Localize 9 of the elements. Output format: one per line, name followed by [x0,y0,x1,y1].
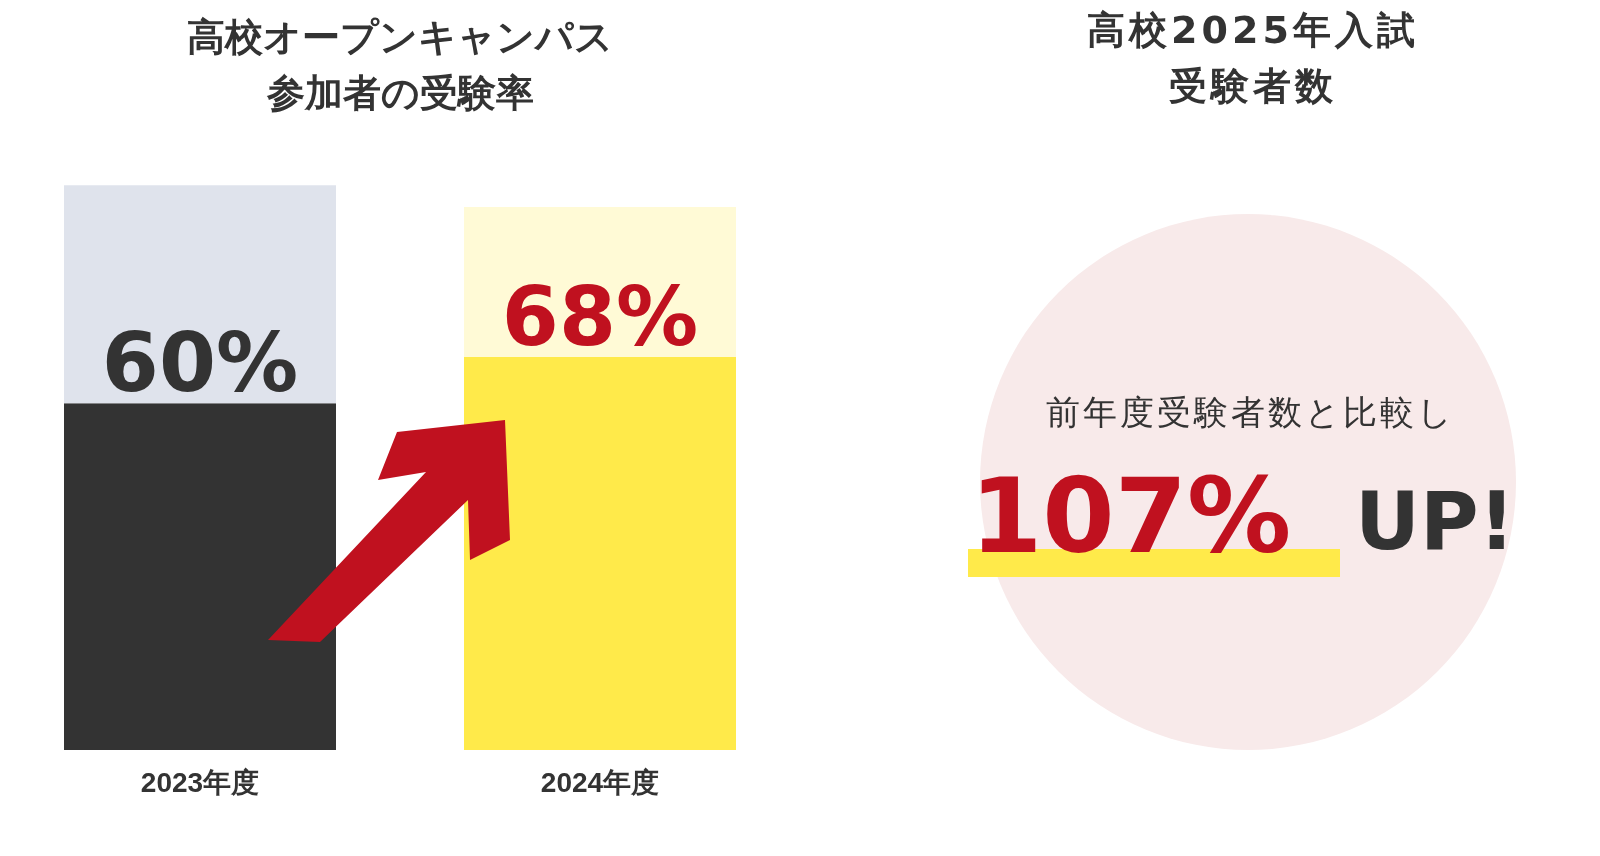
text: 前年度受験者数と比較し [1044,391,1456,434]
text: 107% [970,455,1292,577]
x-tick-label: 2024年度 [540,766,660,798]
x-tick-label: 2023年度 [140,766,260,798]
text: 高校2025年入試受験者数 [1086,7,1420,110]
data-label: 68% [501,268,699,364]
data-label: 60% [101,314,299,410]
text: UP! [1355,475,1516,568]
chart-title: 高校オープンキャンパス参加者の受験率 [187,15,613,115]
